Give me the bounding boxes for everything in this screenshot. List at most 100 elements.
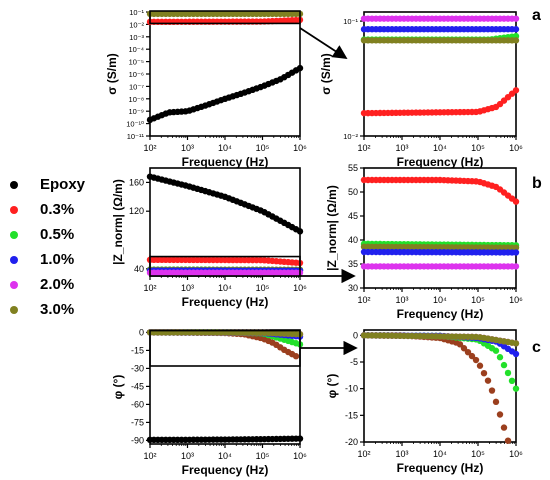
y-axis-label: φ (°): [111, 375, 125, 400]
x-tick-label: 10⁴: [433, 295, 447, 305]
y-tick-label: 10⁻⁹: [128, 107, 144, 116]
x-tick-label: 10²: [143, 451, 156, 461]
series-1-0-: [360, 26, 520, 33]
y-tick-label: 120: [129, 206, 144, 216]
x-tick-label: 10⁴: [218, 283, 232, 293]
data-point: [296, 435, 304, 442]
legend-marker-0-5: [10, 230, 18, 239]
x-tick-label: 10⁵: [256, 143, 270, 153]
y-tick-label: -20: [345, 437, 358, 447]
y-axis-label: σ (S/m): [105, 53, 119, 95]
x-tick-label: 10²: [357, 295, 370, 305]
y-tick-label: 10⁻⁷: [129, 82, 144, 91]
data-point: [456, 341, 464, 348]
data-point: [472, 356, 480, 364]
legend-marker-3-0: [10, 305, 18, 314]
y-tick-label: 10⁻⁵: [129, 58, 144, 67]
x-tick-label: 10⁶: [509, 143, 523, 153]
y-tick-label: 40: [348, 235, 358, 245]
y-tick-label: 0: [139, 327, 144, 337]
series-Epoxy: [146, 173, 304, 235]
panel-letter: b: [532, 175, 542, 192]
chart-c-right: 10² 10³ 10⁴ 10⁵ 10⁶ Frequency (Hz) 0 -5 -10 -15 -2…: [325, 329, 523, 475]
x-tick-label: 10²: [143, 143, 156, 153]
y-tick-label: -30: [131, 363, 144, 373]
y-tick-label: 10⁻⁴: [128, 45, 144, 54]
y-tick-label: -15: [345, 410, 358, 420]
data-point: [500, 361, 508, 369]
data-point: [512, 244, 520, 251]
data-point: [512, 385, 520, 392]
y-axis-label: |Z_norm| (Ω/m): [111, 179, 125, 265]
y-tick-label: 10⁻¹¹: [127, 132, 145, 141]
y-tick-label: 10⁻⁸: [129, 95, 144, 104]
x-axis-label: Frequency (Hz): [182, 155, 269, 169]
legend-marker-2-0: [10, 280, 18, 289]
panel-letter: c: [532, 339, 541, 356]
data-point: [504, 437, 512, 444]
data-point: [512, 350, 520, 358]
y-tick-label: 10⁻⁶: [129, 70, 144, 79]
panel-letter: a: [532, 7, 541, 24]
x-tick-label: 10⁶: [293, 143, 307, 153]
legend-marker-0-3: [10, 205, 18, 214]
x-tick-label: 10²: [143, 283, 156, 293]
y-tick-label: -10: [345, 384, 358, 394]
series-0-3-: [360, 87, 520, 117]
legend-label: Epoxy: [40, 176, 86, 193]
x-tick-label: 10⁶: [293, 283, 307, 293]
data-point: [500, 424, 508, 431]
x-tick-label: 10³: [181, 451, 194, 461]
series-0-3-: [360, 176, 520, 205]
data-point: [512, 249, 520, 256]
y-tick-label: -45: [131, 381, 144, 391]
y-tick-label: 30: [348, 283, 358, 293]
x-axis-label: Frequency (Hz): [397, 155, 484, 169]
data-point: [508, 377, 516, 385]
series-Epoxy: [146, 435, 304, 443]
y-tick-label: 35: [348, 259, 358, 269]
x-tick-label: 10³: [395, 295, 408, 305]
legend-item: 1.0%: [4, 247, 85, 272]
y-tick-label: -5: [350, 357, 358, 367]
series-3-0-: [360, 332, 520, 347]
x-tick-label: 10³: [395, 143, 408, 153]
y-tick-label: 160: [129, 177, 144, 187]
y-tick-label: -60: [131, 399, 144, 409]
x-tick-label: 10²: [357, 449, 370, 459]
chart-a-left: 10² 10³ 10⁴ 10⁵ 10⁶ Frequency (Hz) 10⁻¹¹ 10⁻¹⁰ 1…: [105, 8, 307, 169]
data-point: [512, 340, 520, 347]
data-point: [464, 348, 472, 356]
x-tick-label: 10⁶: [293, 451, 307, 461]
legend-item: Epoxy: [4, 172, 85, 197]
data-point: [484, 377, 492, 384]
y-axis-label: |Z_norm| (Ω/m): [325, 185, 339, 271]
series-3-0-: [360, 243, 520, 251]
x-axis-label: Frequency (Hz): [397, 307, 484, 321]
y-tick-label: 10⁻²: [343, 132, 358, 141]
y-tick-label: 10⁻¹: [129, 8, 144, 17]
legend-label: 2.0%: [40, 276, 75, 293]
x-tick-label: 10³: [181, 283, 194, 293]
connector-arrow-a: [299, 27, 348, 59]
x-tick-label: 10⁴: [433, 449, 447, 459]
y-axis-label: σ (S/m): [319, 53, 333, 95]
legend-item: 2.0%: [4, 272, 85, 297]
data-point: [512, 15, 520, 22]
chart-a-right: 10² 10³ 10⁴ 10⁵ 10⁶ Frequency (Hz) 10⁻² 10⁻¹ σ (…: [319, 11, 523, 169]
inset-box: [149, 10, 301, 25]
y-tick-label: 45: [348, 211, 358, 221]
y-tick-label: 10⁻¹: [343, 17, 358, 26]
data-point: [296, 64, 304, 72]
x-tick-label: 10²: [357, 143, 370, 153]
data-point: [512, 263, 520, 270]
data-point: [292, 353, 300, 360]
y-tick-label: 55: [348, 163, 358, 173]
series-2-0-: [360, 263, 520, 270]
y-tick-label: -75: [131, 417, 144, 427]
x-tick-label: 10³: [395, 449, 408, 459]
y-tick-label: 10⁻¹⁰: [126, 120, 144, 129]
legend-item: 3.0%: [4, 297, 85, 322]
chart-c-left: 10² 10³ 10⁴ 10⁵ 10⁶ Frequency (Hz) 0 -15 -30 -45 -…: [111, 327, 307, 477]
y-tick-label: 40: [134, 264, 144, 274]
